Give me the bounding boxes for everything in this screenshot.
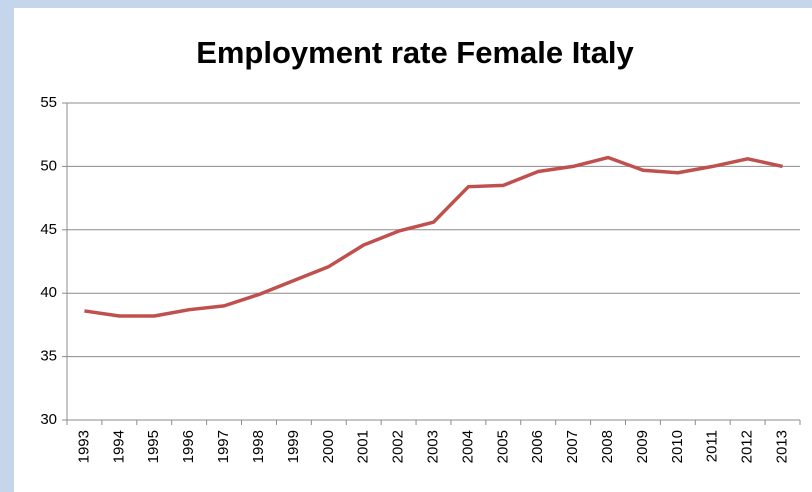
y-tick-label: 30	[40, 411, 57, 428]
x-tick-label: 2006	[529, 430, 546, 463]
y-tick-label: 40	[40, 284, 57, 301]
x-tick-label: 1994	[110, 430, 127, 463]
chart-title: Employment rate Female Italy	[196, 35, 634, 70]
x-tick-label: 2012	[739, 430, 756, 463]
x-tick-label: 1995	[145, 430, 162, 463]
x-tick-label: 2005	[494, 430, 511, 463]
x-tick-label: 1997	[215, 430, 232, 463]
y-tick-label: 55	[40, 94, 57, 111]
x-tick-label: 1998	[250, 430, 267, 463]
data-line	[84, 155, 783, 318]
chart-background	[14, 8, 812, 492]
x-tick-label: 2013	[774, 430, 791, 463]
x-tick-label: 1996	[180, 430, 197, 463]
x-tick-label: 2010	[669, 430, 686, 463]
x-tick-label: 1999	[285, 430, 302, 463]
x-tick-label: 2001	[355, 430, 372, 463]
x-tick-label: 2011	[704, 430, 721, 462]
x-tick-label: 2009	[634, 430, 651, 463]
x-tick-label: 2000	[320, 430, 337, 463]
y-tick-label: 35	[40, 348, 57, 365]
x-tick-label: 1993	[75, 430, 92, 463]
y-tick-label: 45	[40, 221, 57, 238]
x-tick-label: 2002	[390, 430, 407, 463]
x-tick-label: 2007	[564, 430, 581, 463]
x-tick-label: 2003	[424, 430, 441, 463]
x-tick-label: 2008	[599, 430, 616, 463]
y-tick-label: 50	[40, 157, 57, 174]
x-tick-label: 2004	[459, 430, 476, 463]
